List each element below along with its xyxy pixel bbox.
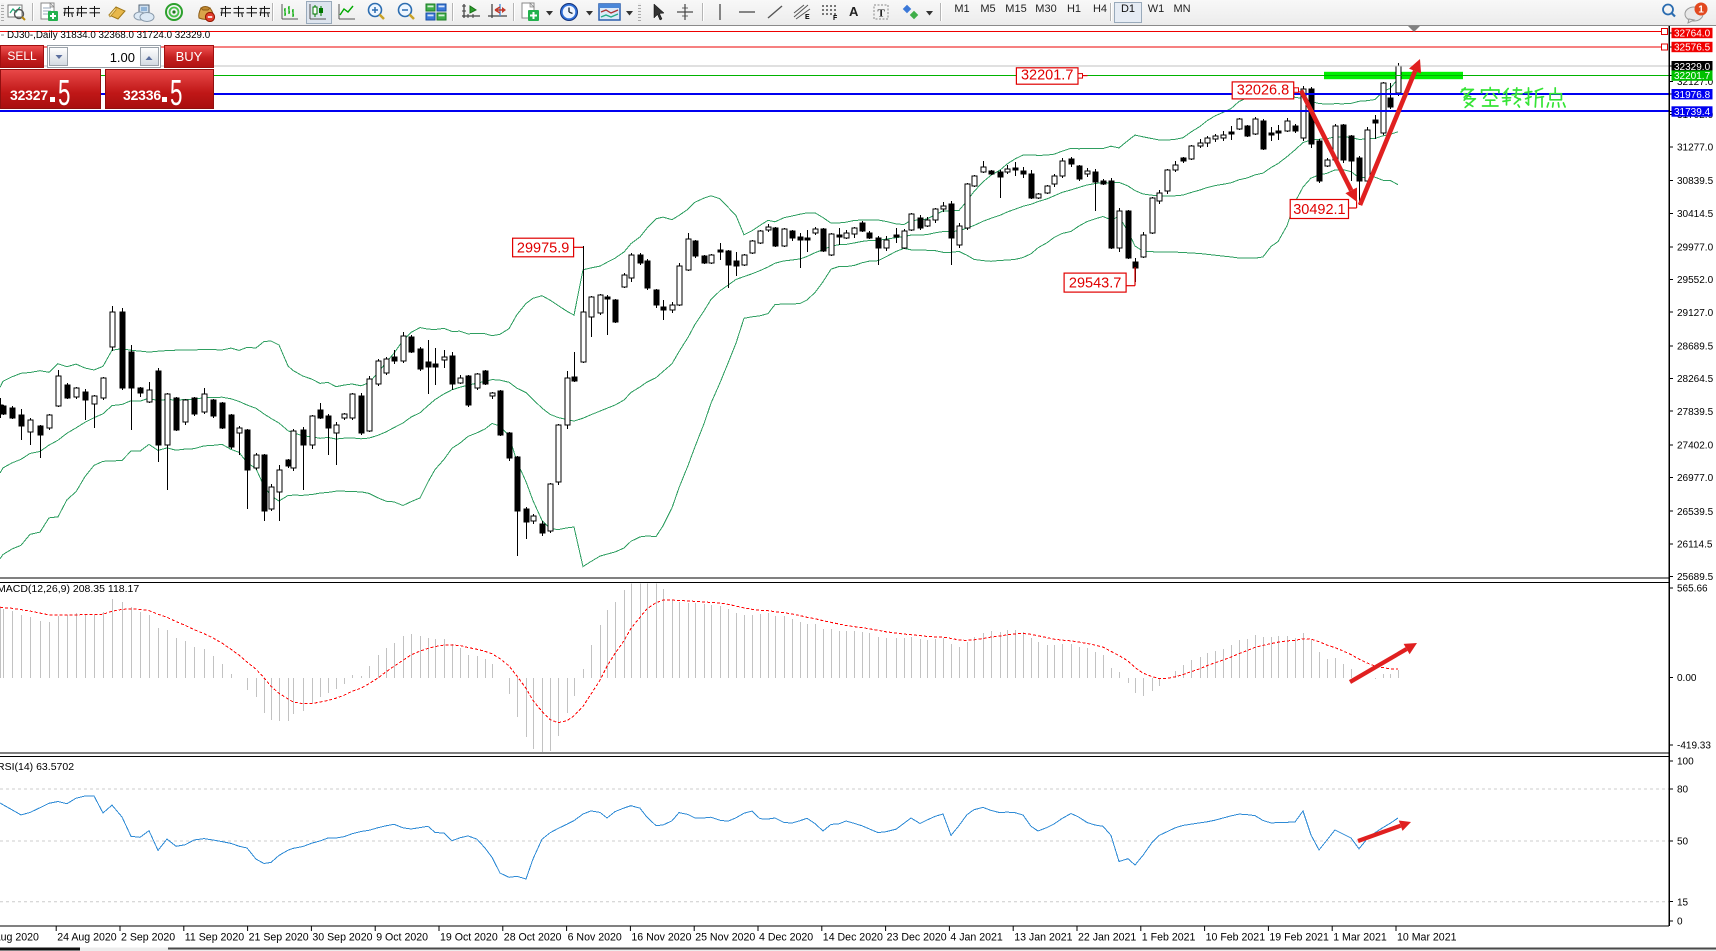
svg-text:29977.0: 29977.0 <box>1677 243 1714 254</box>
svg-text:29552.0: 29552.0 <box>1677 275 1714 286</box>
svg-text:F: F <box>833 15 838 21</box>
svg-text:1 Mar 2021: 1 Mar 2021 <box>1333 932 1387 944</box>
svg-text:31739.4: 31739.4 <box>1674 107 1711 118</box>
svg-text:1: 1 <box>1698 5 1704 16</box>
svg-text:13 Aug 2020: 13 Aug 2020 <box>0 932 39 944</box>
svg-text:MACD(12,26,9) 208.35 118.17: MACD(12,26,9) 208.35 118.17 <box>0 583 139 595</box>
svg-text:DJ30-,Daily 31834.0 32368.0 3: DJ30-,Daily 31834.0 32368.0 31724.0 3232… <box>7 30 211 41</box>
svg-text:6 Nov 2020: 6 Nov 2020 <box>568 932 622 944</box>
svg-text:13 Jan 2021: 13 Jan 2021 <box>1014 932 1072 944</box>
svg-text:23 Dec 2020: 23 Dec 2020 <box>887 932 947 944</box>
svg-text:28 Oct 2020: 28 Oct 2020 <box>504 932 562 944</box>
svg-text:32201.7: 32201.7 <box>1674 71 1711 82</box>
svg-text:4 Dec 2020: 4 Dec 2020 <box>759 932 813 944</box>
svg-text:19 Oct 2020: 19 Oct 2020 <box>440 932 498 944</box>
svg-text:24 Aug 2020: 24 Aug 2020 <box>57 932 117 944</box>
svg-text:30839.5: 30839.5 <box>1677 176 1714 187</box>
svg-text:50: 50 <box>1677 837 1689 848</box>
svg-text:31277.0: 31277.0 <box>1677 143 1714 154</box>
svg-text:E: E <box>805 14 810 21</box>
svg-text:9 Oct 2020: 9 Oct 2020 <box>376 932 428 944</box>
svg-text:30492.1: 30492.1 <box>1293 202 1345 218</box>
svg-text:14 Dec 2020: 14 Dec 2020 <box>823 932 883 944</box>
svg-text:80: 80 <box>1677 785 1689 796</box>
svg-text:26977.0: 26977.0 <box>1677 473 1714 484</box>
svg-text:30 Sep 2020: 30 Sep 2020 <box>312 932 372 944</box>
svg-text:32026.8: 32026.8 <box>1237 82 1289 98</box>
svg-text:RSI(14) 63.5702: RSI(14) 63.5702 <box>0 761 74 773</box>
svg-text:2 Sep 2020: 2 Sep 2020 <box>121 932 175 944</box>
svg-text:16 Nov 2020: 16 Nov 2020 <box>631 932 691 944</box>
svg-text:27402.0: 27402.0 <box>1677 441 1714 452</box>
svg-text:32201.7: 32201.7 <box>1021 68 1073 84</box>
svg-text:25 Nov 2020: 25 Nov 2020 <box>695 932 755 944</box>
svg-text:-419.33: -419.33 <box>1677 741 1711 752</box>
svg-text:0: 0 <box>1677 917 1683 928</box>
svg-text:0.00: 0.00 <box>1677 673 1697 684</box>
svg-text:10 Mar 2021: 10 Mar 2021 <box>1397 932 1457 944</box>
svg-text:26114.5: 26114.5 <box>1677 539 1713 550</box>
svg-text:19 Feb 2021: 19 Feb 2021 <box>1269 932 1329 944</box>
svg-text:T: T <box>878 8 886 20</box>
svg-text:29975.9: 29975.9 <box>517 240 569 256</box>
svg-text:31976.8: 31976.8 <box>1674 90 1711 101</box>
svg-text:100: 100 <box>1677 757 1694 768</box>
svg-text:30414.5: 30414.5 <box>1677 209 1714 220</box>
svg-text:15: 15 <box>1677 897 1689 908</box>
svg-text:28264.5: 28264.5 <box>1677 374 1714 385</box>
svg-text:21 Sep 2020: 21 Sep 2020 <box>249 932 309 944</box>
svg-text:32764.0: 32764.0 <box>1674 29 1711 40</box>
svg-text:29127.0: 29127.0 <box>1677 308 1714 319</box>
svg-text:32576.5: 32576.5 <box>1674 43 1711 54</box>
svg-text:565.66: 565.66 <box>1677 584 1708 595</box>
svg-text:32127.0: 32127.0 <box>1677 77 1714 88</box>
svg-text:10 Feb 2021: 10 Feb 2021 <box>1206 932 1266 944</box>
svg-text:22 Jan 2021: 22 Jan 2021 <box>1078 932 1136 944</box>
svg-text:32329.0: 32329.0 <box>1674 62 1711 73</box>
svg-text:25689.5: 25689.5 <box>1677 572 1714 583</box>
svg-text:29543.7: 29543.7 <box>1069 276 1121 292</box>
svg-text:4 Jan 2021: 4 Jan 2021 <box>950 932 1003 944</box>
svg-text:26539.5: 26539.5 <box>1677 507 1714 518</box>
svg-text:27839.5: 27839.5 <box>1677 407 1714 418</box>
svg-text:1 Feb 2021: 1 Feb 2021 <box>1142 932 1196 944</box>
svg-text:11 Sep 2020: 11 Sep 2020 <box>185 932 244 944</box>
svg-text:28689.5: 28689.5 <box>1677 342 1714 353</box>
